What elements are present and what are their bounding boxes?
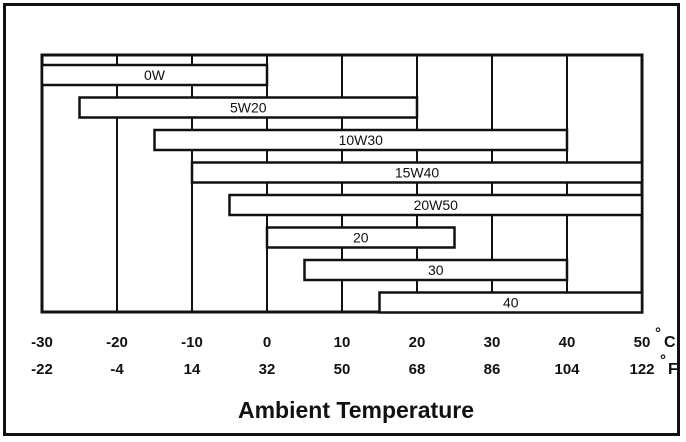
tick-label-celsius: -30 (31, 334, 53, 351)
bar-label: 5W20 (230, 100, 267, 116)
tick-label-celsius: -10 (181, 334, 203, 351)
range-bar (265, 226, 456, 249)
tick-label-fahrenheit: 104 (554, 361, 580, 378)
range-bar (303, 258, 569, 282)
tick-label-celsius: 10 (334, 334, 351, 351)
tick-label-celsius: 30 (484, 334, 501, 351)
tick-label-celsius: -20 (106, 334, 128, 351)
unit-label-celsius: C (664, 334, 676, 351)
range-bar (40, 63, 269, 87)
tick-label-fahrenheit: 14 (184, 361, 201, 378)
range-bar (228, 193, 644, 217)
tick-label-fahrenheit: 68 (409, 361, 426, 378)
tick-label-celsius: 50 (634, 334, 651, 351)
bars: 0W 5W20 10W30 15W40 20W50 20 30 40 (40, 63, 644, 314)
tick-label-fahrenheit: -4 (110, 361, 124, 378)
tick-label-celsius: 40 (559, 334, 576, 351)
unit-label-fahrenheit: F (668, 361, 678, 378)
range-bar (153, 128, 569, 152)
bar-label: 20W50 (414, 197, 459, 213)
range-bar (190, 161, 644, 184)
bar-label: 10W30 (339, 132, 384, 148)
tick-label-fahrenheit: 86 (484, 361, 501, 378)
tick-label-fahrenheit: 32 (259, 361, 276, 378)
degree-symbol: ° (660, 352, 666, 369)
range-bar (78, 96, 419, 119)
bar-label: 0W (144, 67, 166, 83)
tick-label-fahrenheit: 50 (334, 361, 351, 378)
bar-label: 30 (428, 262, 444, 278)
tick-labels: -30 -22 -20 -4 -10 14 0 32 10 50 20 68 30 86 40 104 50 12… (31, 325, 666, 378)
bar-label: 20 (353, 230, 369, 246)
tick-label-fahrenheit: 122 (629, 361, 654, 378)
tick-label-celsius: 20 (409, 334, 426, 351)
range-bar (378, 291, 644, 314)
bar-label: 15W40 (395, 165, 440, 181)
tick-label-fahrenheit: -22 (31, 361, 53, 378)
degree-symbol: ° (655, 325, 661, 342)
x-axis-label: Ambient Temperature (238, 397, 474, 423)
tick-label-celsius: 0 (263, 334, 271, 351)
bar-label: 40 (503, 295, 519, 311)
